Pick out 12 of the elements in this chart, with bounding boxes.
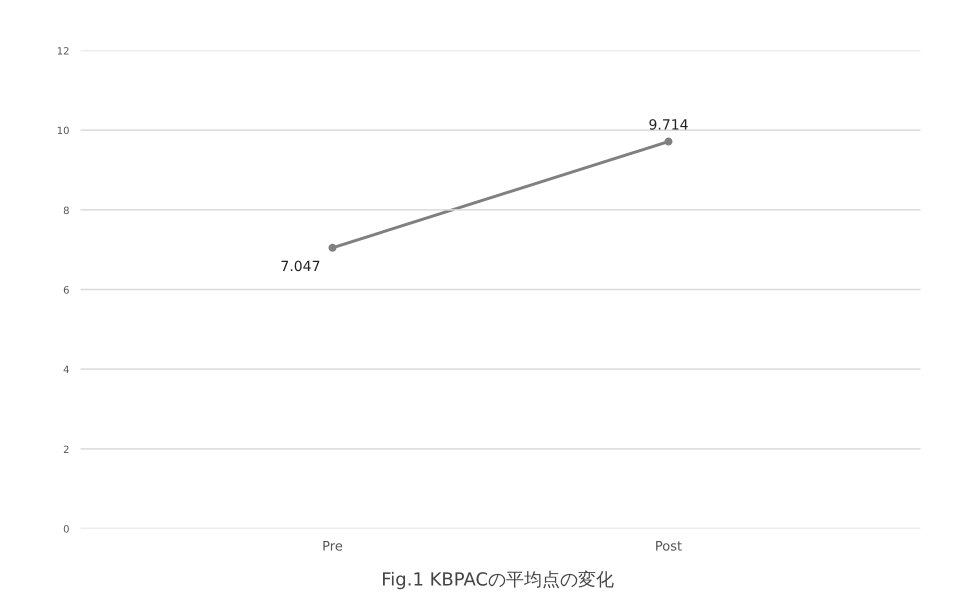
y-tick-label: 10 — [56, 126, 70, 138]
y-tick-label: 6 — [63, 286, 70, 296]
caption: Fig.1 KBPACの平均点の変化 — [381, 570, 614, 590]
y-tick-label: 4 — [63, 365, 70, 376]
x-tick-label: Post — [654, 540, 682, 554]
y-tick-label: 8 — [63, 206, 70, 217]
data-label: 9.714 — [648, 118, 689, 134]
x-tick-label: Pre — [322, 540, 343, 554]
data-label: 7.047 — [280, 258, 321, 275]
y-tick-label: 2 — [63, 444, 70, 456]
y-tick-label: 0 — [63, 524, 70, 536]
y-tick-label: 12 — [56, 46, 70, 58]
